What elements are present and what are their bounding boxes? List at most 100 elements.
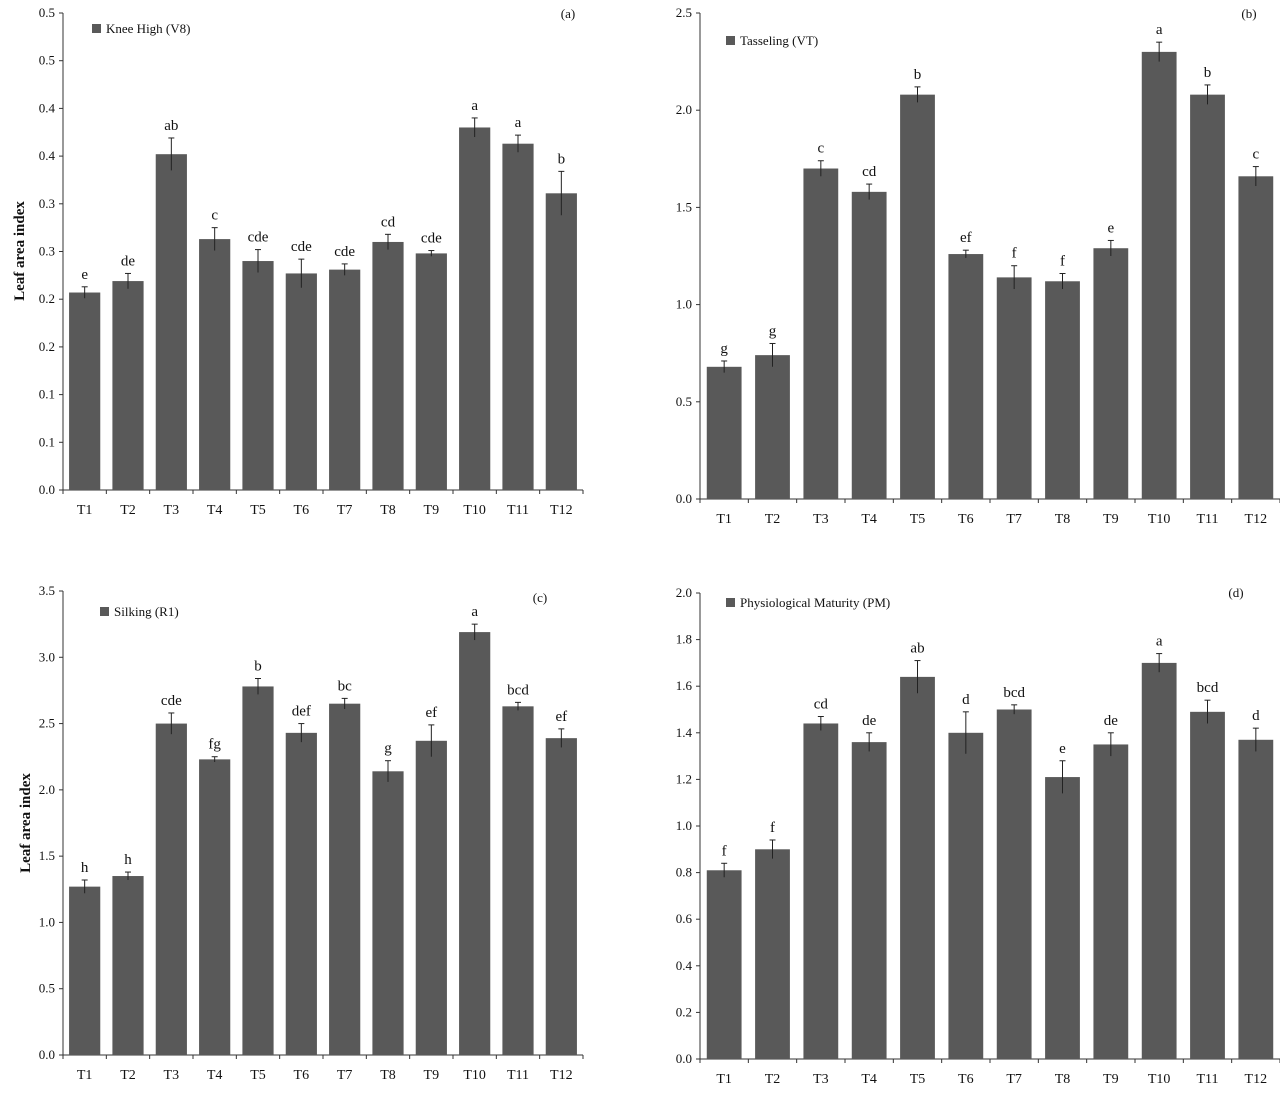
y-tick-label: 0.8 [676, 865, 692, 880]
x-tick-label: T8 [1055, 1072, 1071, 1087]
bar-T12 [545, 193, 577, 490]
chart-panel-2: 0.00.51.01.52.02.5gT1gT2cT3cdT4bT5efT6fT… [676, 5, 1280, 527]
bar-T11 [1190, 94, 1225, 499]
significance-label: cde [334, 244, 355, 260]
significance-label: e [81, 267, 88, 283]
x-tick-label: T4 [207, 1068, 223, 1083]
x-tick-label: T12 [1245, 1072, 1268, 1087]
bar-T1 [69, 886, 101, 1055]
y-tick-label: 1.0 [39, 914, 55, 929]
bar-T10 [459, 127, 491, 490]
y-tick-label: 1.8 [676, 632, 692, 647]
significance-label: cd [862, 164, 877, 180]
significance-label: b [1204, 65, 1212, 81]
bar-T7 [996, 709, 1032, 1059]
y-axis-title: Leaf area index [18, 773, 34, 873]
significance-label: c [211, 208, 218, 224]
significance-label: d [962, 692, 970, 708]
x-tick-label: T10 [463, 503, 486, 518]
bar-T2 [112, 876, 144, 1055]
bar-T7 [996, 277, 1032, 499]
bar-T8 [372, 771, 404, 1055]
bar-T6 [285, 732, 317, 1055]
significance-label: f [1060, 253, 1065, 269]
significance-label: e [1107, 220, 1114, 236]
x-tick-label: T4 [861, 1072, 877, 1087]
x-tick-label: T10 [463, 1068, 486, 1083]
x-tick-label: T8 [380, 1068, 396, 1083]
significance-label: ef [556, 709, 568, 725]
x-tick-label: T6 [958, 1072, 974, 1087]
x-tick-label: T1 [716, 512, 732, 527]
significance-label: f [1012, 246, 1017, 262]
x-tick-label: T7 [1006, 512, 1022, 527]
significance-label: a [1156, 22, 1163, 38]
significance-label: h [124, 852, 132, 868]
bar-T5 [242, 686, 274, 1055]
x-tick-label: T9 [1103, 512, 1119, 527]
chart-panel-3: 0.0 0.5 1.0 1.5 2.0 2.5 3.0 3.5 h T1 h T2 cde T3 fg T4 b… [18, 583, 584, 1083]
y-axis-title: Leaf area index [12, 201, 28, 301]
significance-label: a [1156, 634, 1163, 650]
bar-T9 [415, 740, 447, 1055]
bar-T4 [199, 239, 231, 490]
y-tick-label: 3.5 [39, 583, 55, 598]
x-tick-label: T12 [550, 1068, 573, 1083]
bar-T6 [285, 273, 317, 490]
legend-swatch [92, 24, 101, 33]
x-tick-label: T2 [765, 512, 781, 527]
y-tick-label: 2.5 [676, 5, 692, 20]
x-tick-label: T4 [861, 512, 877, 527]
x-tick-label: T12 [550, 503, 573, 518]
significance-label: ef [960, 230, 972, 246]
chart-panel-1: 0.0 0.1 0.1 0.2 0.2 0.3 0.3 0.4 0.4 0.5 0.5 e T1 de T2… [12, 5, 584, 518]
y-tick-label: 3.0 [39, 649, 55, 664]
y-tick-label: 0.5 [39, 981, 55, 996]
x-tick-label: T7 [1006, 1072, 1022, 1087]
bar-T7 [329, 703, 361, 1055]
x-tick-label: T9 [424, 1068, 440, 1083]
bar-T9 [1093, 744, 1129, 1059]
bar-T8 [372, 241, 404, 490]
significance-label: g [769, 323, 777, 339]
x-tick-label: T2 [765, 1072, 781, 1087]
significance-label: a [471, 98, 478, 114]
bar-T2 [755, 355, 790, 499]
y-tick-label: 0.5 [39, 53, 55, 68]
x-tick-label: T2 [120, 503, 136, 518]
y-tick-label: 0.0 [39, 1047, 55, 1062]
bar-T5 [900, 676, 935, 1059]
bar-T4 [199, 759, 231, 1055]
x-tick-label: T12 [1245, 512, 1268, 527]
legend-swatch [726, 36, 735, 45]
significance-label: ab [164, 118, 178, 134]
legend-label: Silking (R1) [114, 604, 179, 619]
significance-label: g [720, 341, 728, 357]
legend-swatch [100, 607, 109, 616]
y-tick-label: 1.6 [676, 678, 693, 693]
y-tick-label: 0.2 [39, 291, 55, 306]
bar-T11 [1190, 711, 1225, 1059]
x-tick-label: T11 [507, 1068, 529, 1083]
y-tick-label: 1.5 [39, 848, 55, 863]
y-tick-label: 0.2 [676, 1004, 692, 1019]
y-tick-label: 0.2 [39, 339, 55, 354]
bar-T4 [851, 742, 887, 1059]
significance-label: c [1252, 147, 1259, 163]
x-tick-label: T11 [1196, 512, 1218, 527]
x-tick-label: T9 [1103, 1072, 1119, 1087]
x-tick-label: T7 [337, 1068, 353, 1083]
y-tick-label: 0.4 [676, 958, 693, 973]
bar-T10 [1141, 51, 1177, 499]
y-tick-label: 0.0 [39, 482, 55, 497]
bar-T10 [1141, 662, 1177, 1059]
bar-T3 [155, 723, 187, 1055]
x-tick-label: T8 [380, 503, 396, 518]
x-tick-label: T6 [294, 503, 310, 518]
significance-label: g [384, 741, 392, 757]
significance-label: de [862, 713, 877, 729]
y-tick-label: 2.0 [39, 782, 55, 797]
panel-label: (d) [1228, 585, 1243, 600]
bar-T3 [803, 723, 839, 1059]
